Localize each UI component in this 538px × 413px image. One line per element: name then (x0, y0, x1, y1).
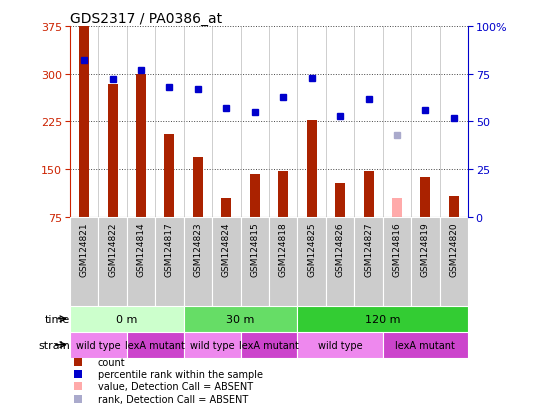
Bar (355, 218, 383, 306)
Bar (335, 184, 345, 218)
Bar (298, 332, 383, 358)
Text: 120 m: 120 m (365, 314, 400, 324)
Text: GSM124815: GSM124815 (250, 222, 259, 277)
Bar (136, 74, 146, 218)
Text: wild type: wild type (76, 340, 121, 350)
Text: lexA mutant: lexA mutant (395, 340, 455, 350)
Bar (127, 218, 155, 306)
Bar (240, 218, 269, 306)
Bar (183, 306, 298, 332)
Text: value, Detection Call = ABSENT: value, Detection Call = ABSENT (98, 382, 253, 392)
Bar (278, 172, 288, 218)
Bar (420, 178, 430, 218)
Text: time: time (45, 314, 70, 324)
Bar (165, 135, 174, 218)
Bar (240, 332, 298, 358)
Text: GSM124820: GSM124820 (449, 222, 458, 276)
Bar (383, 332, 468, 358)
Bar (298, 218, 326, 306)
Bar (79, 27, 89, 218)
Text: GSM124818: GSM124818 (279, 222, 288, 277)
Text: GDS2317 / PA0386_at: GDS2317 / PA0386_at (70, 12, 222, 26)
Text: GSM124823: GSM124823 (193, 222, 202, 276)
Bar (449, 197, 459, 218)
Bar (440, 218, 468, 306)
Text: wild type: wild type (318, 340, 363, 350)
Text: 30 m: 30 m (226, 314, 255, 324)
Bar (70, 218, 98, 306)
Bar (298, 306, 468, 332)
Text: rank, Detection Call = ABSENT: rank, Detection Call = ABSENT (98, 394, 248, 404)
Text: lexA mutant: lexA mutant (239, 340, 299, 350)
Bar (183, 218, 212, 306)
Text: GSM124814: GSM124814 (137, 222, 146, 276)
Bar (70, 306, 183, 332)
Text: GSM124827: GSM124827 (364, 222, 373, 276)
Bar (127, 332, 183, 358)
Bar (383, 218, 411, 306)
Text: GSM124817: GSM124817 (165, 222, 174, 277)
Bar (307, 120, 317, 218)
Text: GSM124826: GSM124826 (336, 222, 345, 276)
Bar (221, 199, 231, 218)
Bar (411, 218, 440, 306)
Bar (70, 332, 127, 358)
Bar (212, 218, 240, 306)
Bar (326, 218, 355, 306)
Text: GSM124816: GSM124816 (392, 222, 401, 277)
Bar (193, 157, 203, 218)
Bar (392, 199, 402, 218)
Bar (108, 85, 118, 218)
Bar (98, 218, 127, 306)
Bar (364, 171, 373, 218)
Text: lexA mutant: lexA mutant (125, 340, 185, 350)
Text: GSM124821: GSM124821 (80, 222, 89, 276)
Text: GSM124822: GSM124822 (108, 222, 117, 276)
Text: percentile rank within the sample: percentile rank within the sample (98, 369, 263, 379)
Bar (183, 332, 240, 358)
Text: wild type: wild type (190, 340, 235, 350)
Text: strain: strain (38, 340, 70, 350)
Text: GSM124819: GSM124819 (421, 222, 430, 277)
Text: count: count (98, 357, 125, 367)
Bar (250, 174, 260, 218)
Text: GSM124825: GSM124825 (307, 222, 316, 276)
Bar (269, 218, 298, 306)
Text: 0 m: 0 m (116, 314, 138, 324)
Bar (155, 218, 183, 306)
Text: GSM124824: GSM124824 (222, 222, 231, 276)
